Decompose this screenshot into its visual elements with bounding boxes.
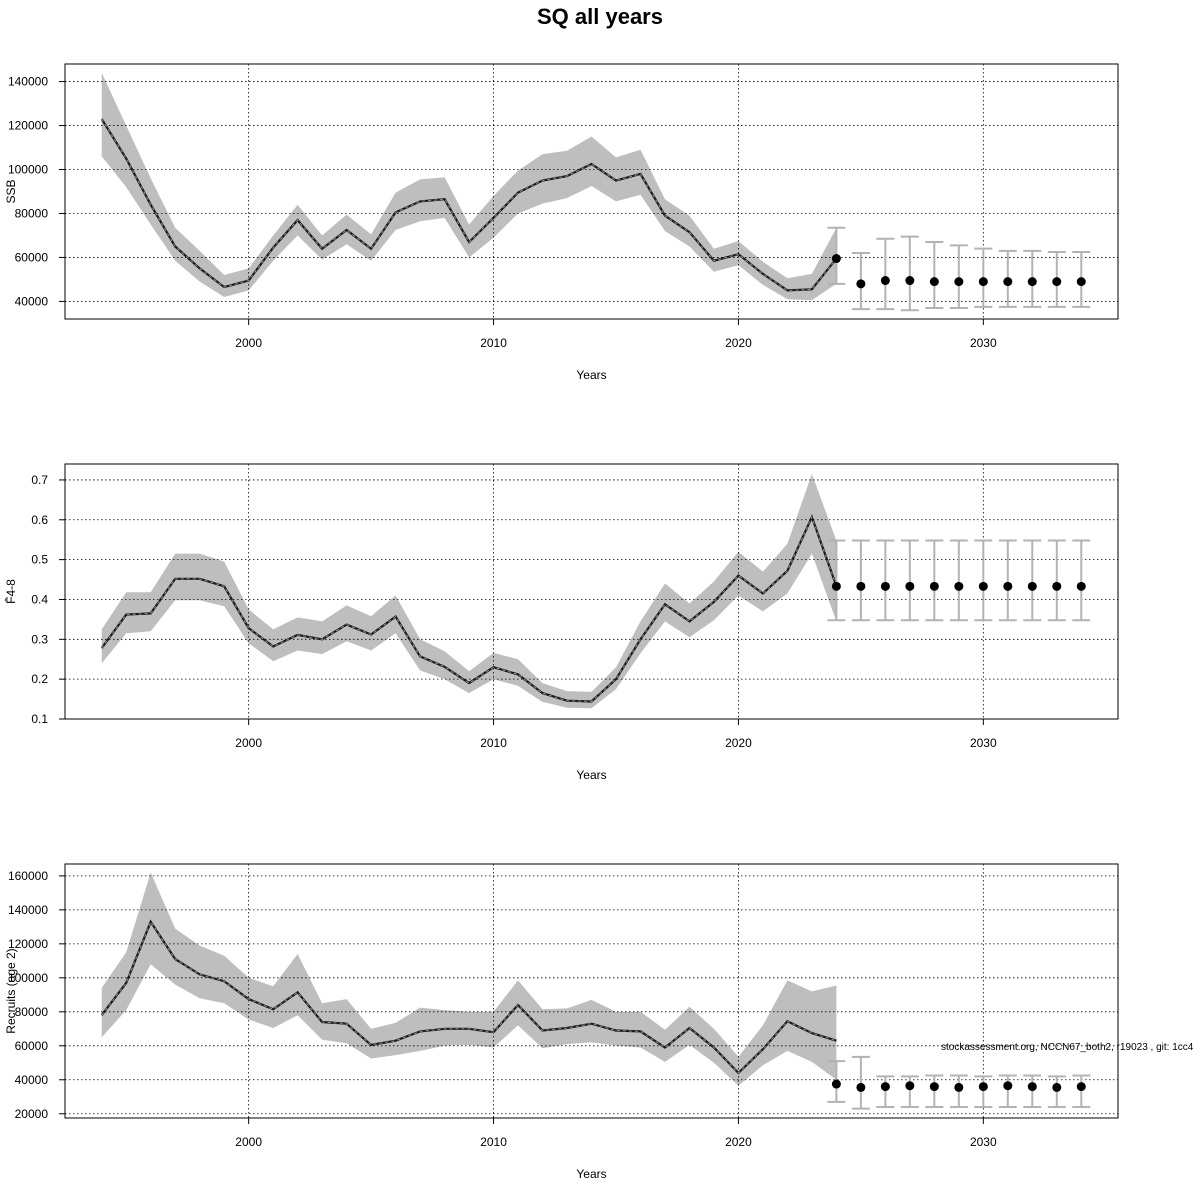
y-tick-label: 120000 bbox=[8, 937, 48, 951]
projection-point bbox=[905, 1081, 915, 1091]
confidence-band bbox=[101, 474, 837, 709]
y-tick-label: 140000 bbox=[8, 75, 48, 89]
plot-frame bbox=[64, 863, 1119, 1119]
projection-point bbox=[905, 581, 915, 591]
y-tick-label: 80000 bbox=[15, 206, 49, 220]
x-tick-label: 2010 bbox=[480, 336, 507, 350]
projection-point bbox=[1003, 277, 1013, 287]
y-tick-label: 120000 bbox=[8, 119, 48, 133]
projection-point bbox=[929, 581, 939, 591]
y-axis-label: SSB bbox=[4, 179, 18, 203]
projection-point bbox=[831, 581, 841, 591]
projection-point bbox=[1027, 581, 1037, 591]
x-tick-label: 2010 bbox=[480, 736, 507, 750]
y-tick-label: 0.7 bbox=[31, 473, 48, 487]
y-tick-label: 0.4 bbox=[31, 592, 48, 606]
projection-point bbox=[978, 581, 988, 591]
confidence-band bbox=[101, 872, 837, 1086]
projection-point bbox=[929, 277, 939, 287]
confidence-band bbox=[101, 72, 837, 301]
x-tick-label: 2030 bbox=[970, 336, 997, 350]
figure-title: SQ all years bbox=[537, 4, 663, 29]
projection-point bbox=[978, 277, 988, 287]
x-tick-label: 2000 bbox=[235, 336, 262, 350]
y-tick-label: 60000 bbox=[15, 1039, 49, 1053]
x-axis-label: Years bbox=[576, 368, 606, 382]
footer-note: stockassessment.org, NCCN67_both2, r1902… bbox=[941, 1042, 1194, 1053]
projection-point bbox=[880, 1082, 890, 1092]
projection-point bbox=[1076, 277, 1086, 287]
y-tick-label: 0.5 bbox=[31, 553, 48, 567]
projection-point bbox=[1052, 581, 1062, 591]
projection-point bbox=[1052, 1082, 1062, 1092]
projection-point bbox=[856, 581, 866, 591]
y-tick-label: 20000 bbox=[15, 1107, 49, 1121]
y-tick-label: 140000 bbox=[8, 903, 48, 917]
projection-point bbox=[856, 1082, 866, 1092]
projection-point bbox=[954, 581, 964, 591]
y-tick-label: 0.1 bbox=[31, 712, 48, 726]
estimate-dashed-line bbox=[101, 920, 837, 1074]
projection-point bbox=[1003, 1081, 1013, 1091]
projection-point bbox=[1027, 277, 1037, 287]
x-tick-label: 2010 bbox=[480, 1135, 507, 1149]
plot-frame bbox=[64, 463, 1119, 720]
projection-point bbox=[929, 1082, 939, 1092]
projection-point bbox=[905, 276, 915, 286]
projection-point bbox=[1076, 1082, 1086, 1092]
projection-point bbox=[880, 581, 890, 591]
fishing-mortality-panel: 2000 2010 2020 2030 0.1 0.2 0.3 0.4 0.5 0.6 0.7 Yea… bbox=[4, 463, 1119, 782]
projection-point bbox=[954, 1082, 964, 1092]
y-tick-label: 80000 bbox=[15, 1005, 49, 1019]
plot-frame bbox=[64, 63, 1119, 320]
y-tick-label: 160000 bbox=[8, 869, 48, 883]
projection-point bbox=[1027, 1082, 1037, 1092]
y-tick-label: 100000 bbox=[8, 163, 48, 177]
projection-point bbox=[954, 277, 964, 287]
ssb-panel: 2000 2010 2020 2030 40000 60000 80000 100000 120… bbox=[4, 63, 1119, 382]
y-tick-label: 0.3 bbox=[31, 632, 48, 646]
projection-point bbox=[1003, 581, 1013, 591]
projection-point bbox=[978, 1082, 988, 1092]
projection-point bbox=[856, 279, 866, 289]
x-tick-label: 2030 bbox=[970, 1135, 997, 1149]
projection-point bbox=[1052, 277, 1062, 287]
x-tick-label: 2000 bbox=[235, 736, 262, 750]
y-tick-label: 60000 bbox=[15, 250, 49, 264]
y-tick-label: 0.6 bbox=[31, 513, 48, 527]
projection-point bbox=[1076, 581, 1086, 591]
recruits-panel: 2000 2010 2020 2030 20000 40000 60000 80000 1000… bbox=[4, 863, 1119, 1181]
estimate-dashed-line bbox=[101, 118, 837, 291]
projection-point bbox=[831, 254, 841, 264]
projection-point bbox=[831, 1079, 841, 1089]
y-tick-label: 100000 bbox=[8, 971, 48, 985]
y-tick-label: 40000 bbox=[15, 294, 49, 308]
y-axis-label: Recruits (age 2) bbox=[4, 948, 18, 1033]
projection-point bbox=[880, 276, 890, 286]
x-tick-label: 2000 bbox=[235, 1135, 262, 1149]
y-tick-label: 40000 bbox=[15, 1073, 49, 1087]
x-tick-label: 2020 bbox=[725, 336, 752, 350]
x-tick-label: 2030 bbox=[970, 736, 997, 750]
estimate-dashed-line bbox=[101, 515, 837, 702]
y-axis-label: F̄4-8 bbox=[4, 579, 18, 604]
x-axis-label: Years bbox=[576, 768, 606, 782]
x-tick-label: 2020 bbox=[725, 1135, 752, 1149]
y-tick-label: 0.2 bbox=[31, 672, 48, 686]
x-axis-label: Years bbox=[576, 1167, 606, 1181]
x-tick-label: 2020 bbox=[725, 736, 752, 750]
